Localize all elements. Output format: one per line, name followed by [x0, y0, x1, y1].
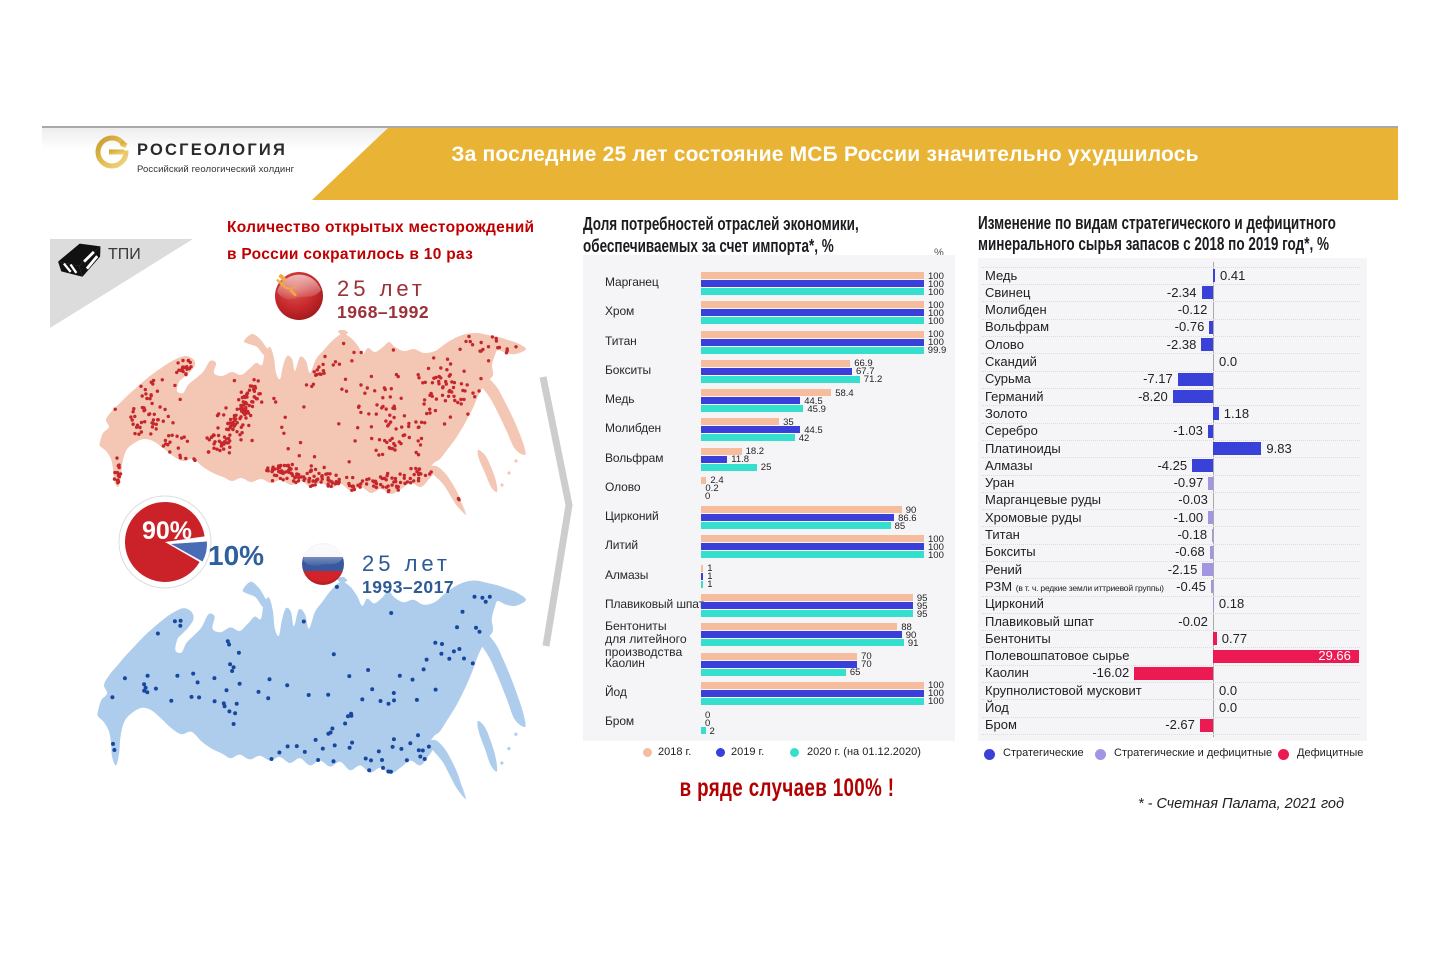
- svg-text:90%: 90%: [142, 517, 192, 545]
